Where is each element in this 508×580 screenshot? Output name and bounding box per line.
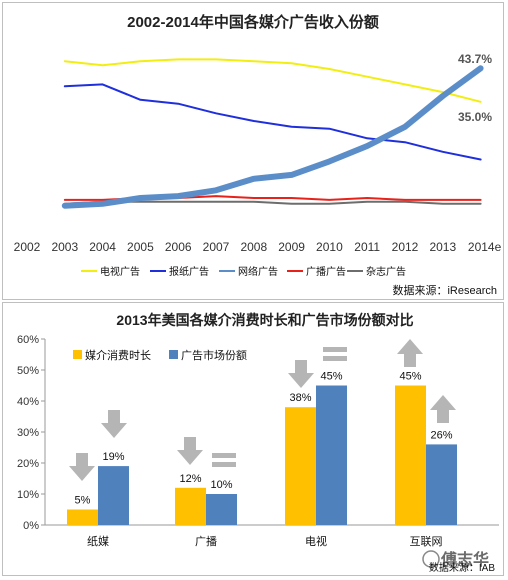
down-arrow-icon	[69, 453, 95, 481]
bar-data-label: 38%	[289, 392, 311, 404]
line-x-tick-label: 2007	[203, 240, 230, 254]
up-arrow-icon	[397, 339, 423, 367]
bar-adshare	[98, 466, 129, 525]
bar-y-tick-label: 30%	[17, 427, 39, 439]
bar-y-tick-label: 40%	[17, 396, 39, 408]
line-x-ticks: 2002 2003 2004 2005 2006 2007 2008 2009 2010 2011…	[14, 240, 502, 254]
bar-category-label: 广播	[195, 534, 217, 548]
line-legend-label: 网络广告	[238, 265, 278, 278]
line-series-3	[61, 65, 484, 209]
bar-data-label: 19%	[102, 451, 124, 463]
trend-arrows	[69, 339, 456, 568]
bar-adshare	[206, 494, 237, 525]
bar-y-tick-label: 60%	[17, 334, 39, 346]
bar-data-label: 26%	[430, 429, 452, 441]
bar-consumption	[285, 407, 316, 525]
line-x-tick-label: 2009	[278, 240, 305, 254]
down-arrow-icon	[101, 410, 127, 438]
line-series-1	[63, 58, 482, 103]
down-arrow-icon	[288, 360, 314, 388]
bar-consumption	[395, 385, 426, 525]
bar-y-tick-label: 50%	[17, 365, 39, 377]
bar-marks-group: 5% 19% 纸媒 12% 10% 广播 38% 45% 电视 45% 26% 互联网	[67, 371, 457, 548]
line-legend-label: 广播广告	[306, 265, 346, 278]
bar-category-label: 纸媒	[87, 535, 109, 548]
bar-y-tick-label: 10%	[17, 489, 39, 501]
line-legend-label: 杂志广告	[366, 265, 406, 278]
line-legend-label: 报纸广告	[169, 265, 209, 278]
line-x-tick-label: 2002	[14, 240, 41, 254]
bar-chart-title: 2013年美国各媒介消费时长和广告市场份额对比	[116, 312, 413, 328]
line-chart-title: 2002-2014年中国各媒介广告收入份额	[127, 13, 379, 31]
bar-data-label: 45%	[320, 371, 342, 383]
line-chart-source: 数据来源：iResearch	[392, 283, 497, 297]
line-legend-label: 电视广告	[100, 265, 140, 278]
line-x-tick-label: 2011	[354, 240, 380, 254]
line-series-2	[63, 83, 482, 161]
line-x-tick-label: 2014e	[468, 240, 502, 254]
bar-chart-panel: 2013年美国各媒介消费时长和广告市场份额对比 0% 10% 20% 30% 40% 50…	[2, 302, 504, 576]
line-chart-panel: 2002-2014年中国各媒介广告收入份额 2002 2003 2004 2005 20…	[2, 2, 504, 300]
line-x-tick-label: 2003	[51, 240, 78, 254]
bar-legend-label: 广告市场份额	[181, 348, 247, 362]
bar-data-label: 45%	[399, 371, 421, 383]
line-x-tick-label: 2013	[429, 240, 456, 254]
bar-legend-swatch	[73, 350, 82, 359]
watermark-icon	[422, 550, 440, 568]
bar-adshare	[426, 444, 457, 525]
bar-consumption	[175, 487, 206, 525]
bar-chart: 2013年美国各媒介消费时长和广告市场份额对比 0% 10% 20% 30% 40% 50…	[17, 312, 499, 574]
bar-chart-source: 数据来源：IAB	[429, 561, 495, 574]
line-legend: 电视广告 报纸广告 网络广告 广播广告 杂志广告	[81, 265, 406, 278]
line-chart: 2002-2014年中国各媒介广告收入份额 2002 2003 2004 2005 20…	[14, 13, 502, 297]
equal-icon	[212, 453, 236, 467]
bar-legend-swatch	[169, 350, 178, 359]
watermark-text: 傅志华	[440, 550, 489, 569]
line-x-tick-label: 2004	[89, 240, 116, 254]
line-series-group	[61, 58, 484, 209]
line-x-tick-label: 2008	[240, 240, 267, 254]
bar-y-tick-label: 0%	[23, 520, 39, 532]
bar-category-label: 互联网	[410, 535, 443, 548]
up-arrow-icon	[430, 395, 456, 423]
equal-icon	[323, 347, 347, 361]
line-annotation-internet: 43.7%	[458, 52, 492, 66]
line-x-tick-label: 2005	[127, 240, 154, 254]
bar-consumption	[67, 509, 98, 525]
line-annotation-tv: 35.0%	[458, 110, 492, 124]
line-annotations: 43.7% 35.0%	[458, 52, 492, 124]
line-x-tick-label: 2010	[316, 240, 343, 254]
bar-y-tick-label: 20%	[17, 458, 39, 470]
down-arrow-icon	[177, 437, 203, 465]
line-x-tick-label: 2012	[392, 240, 419, 254]
bar-data-label: 12%	[179, 473, 201, 485]
line-x-tick-label: 2006	[165, 240, 192, 254]
bar-legend: 媒介消费时长 广告市场份额	[73, 348, 247, 362]
bar-data-label: 10%	[210, 479, 232, 491]
bar-category-label: 电视	[305, 534, 327, 548]
bar-legend-label: 媒介消费时长	[85, 348, 151, 362]
bar-adshare	[316, 385, 347, 525]
bar-data-label: 5%	[75, 495, 91, 507]
